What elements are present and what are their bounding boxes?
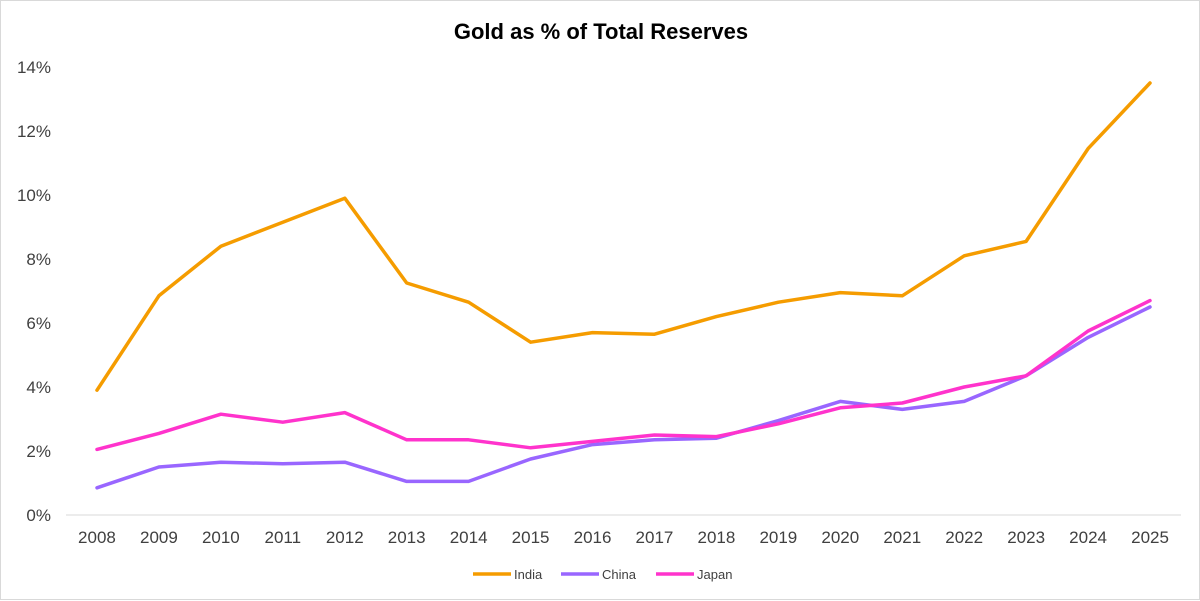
y-tick-label: 6% — [26, 314, 51, 333]
series-lines — [95, 81, 1152, 490]
x-tick-label: 2014 — [450, 528, 488, 547]
x-tick-label: 2009 — [140, 528, 178, 547]
x-tick-label: 2011 — [265, 528, 302, 547]
x-tick-label: 2016 — [574, 528, 612, 547]
legend-label-india: India — [514, 567, 543, 582]
x-tick-label: 2015 — [512, 528, 550, 547]
x-tick-label: 2013 — [388, 528, 426, 547]
y-tick-label: 12% — [17, 122, 51, 141]
x-tick-label: 2024 — [1069, 528, 1107, 547]
legend-label-japan: Japan — [697, 567, 732, 582]
x-tick-label: 2010 — [202, 528, 240, 547]
legend-label-china: China — [602, 567, 637, 582]
x-tick-label: 2021 — [883, 528, 921, 547]
y-tick-label: 4% — [26, 378, 51, 397]
x-axis-ticks: 2008 2009 2010 2011 2012 2013 2014 2015 2016 2017… — [78, 528, 1169, 547]
x-tick-label: 2017 — [636, 528, 674, 547]
y-tick-label: 8% — [26, 250, 51, 269]
series-line-india — [95, 81, 1152, 392]
y-tick-label: 0% — [26, 506, 51, 525]
x-tick-label: 2018 — [698, 528, 736, 547]
y-tick-label: 14% — [17, 58, 51, 77]
x-tick-label: 2025 — [1131, 528, 1169, 547]
x-tick-label: 2008 — [78, 528, 116, 547]
y-axis-ticks: 0% 2% 4% 6% 8% 10% 12% 14% — [17, 58, 51, 525]
x-tick-label: 2020 — [821, 528, 859, 547]
x-tick-label: 2019 — [759, 528, 797, 547]
legend: India China Japan — [473, 567, 732, 582]
chart-title: Gold as % of Total Reserves — [454, 19, 748, 44]
x-tick-label: 2012 — [326, 528, 364, 547]
y-tick-label: 10% — [17, 186, 51, 205]
x-tick-label: 2023 — [1007, 528, 1045, 547]
y-tick-label: 2% — [26, 442, 51, 461]
series-line-china — [95, 305, 1152, 490]
series-line-japan — [95, 298, 1152, 452]
x-tick-label: 2022 — [945, 528, 983, 547]
